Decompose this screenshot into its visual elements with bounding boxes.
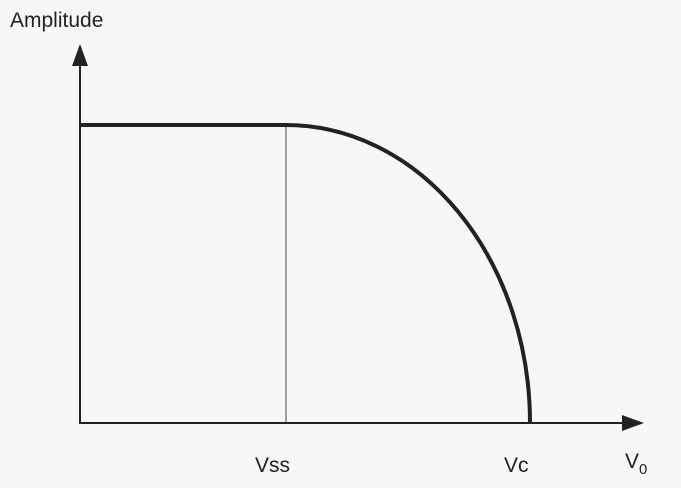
x-axis-label: V0	[625, 450, 647, 478]
x-axis-arrow	[622, 415, 644, 431]
vss-label: Vss	[255, 454, 290, 477]
amplitude-curve	[80, 123, 532, 424]
y-axis-label: Amplitude	[10, 9, 103, 32]
x-axis-label-subscript: 0	[639, 461, 647, 478]
y-axis-arrow	[72, 44, 88, 66]
vc-label: Vc	[504, 454, 529, 477]
x-axis-label-main: V	[625, 450, 639, 473]
